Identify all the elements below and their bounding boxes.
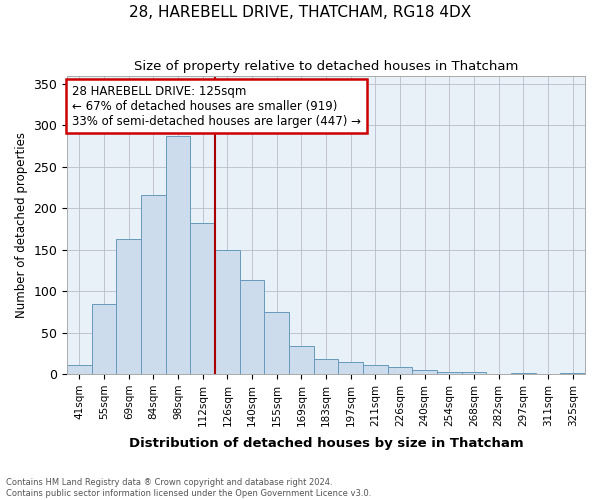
Y-axis label: Number of detached properties: Number of detached properties [15,132,28,318]
Bar [338,362,363,374]
Bar [116,239,141,374]
Text: 28, HAREBELL DRIVE, THATCHAM, RG18 4DX: 28, HAREBELL DRIVE, THATCHAM, RG18 4DX [129,5,471,20]
Bar [462,372,487,374]
Bar [363,365,388,374]
Bar [215,250,240,374]
Bar [289,346,314,374]
Bar [190,223,215,374]
Bar [314,359,338,374]
Bar [141,195,166,374]
Bar [511,373,536,374]
Bar [388,366,412,374]
X-axis label: Distribution of detached houses by size in Thatcham: Distribution of detached houses by size … [129,437,523,450]
Bar [67,365,92,374]
Bar [240,280,265,374]
Bar [437,372,462,374]
Title: Size of property relative to detached houses in Thatcham: Size of property relative to detached ho… [134,60,518,73]
Bar [412,370,437,374]
Text: 28 HAREBELL DRIVE: 125sqm
← 67% of detached houses are smaller (919)
33% of semi: 28 HAREBELL DRIVE: 125sqm ← 67% of detac… [73,84,361,128]
Bar [560,373,585,374]
Bar [166,136,190,374]
Text: Contains HM Land Registry data ® Crown copyright and database right 2024.
Contai: Contains HM Land Registry data ® Crown c… [6,478,371,498]
Bar [265,312,289,374]
Bar [92,304,116,374]
